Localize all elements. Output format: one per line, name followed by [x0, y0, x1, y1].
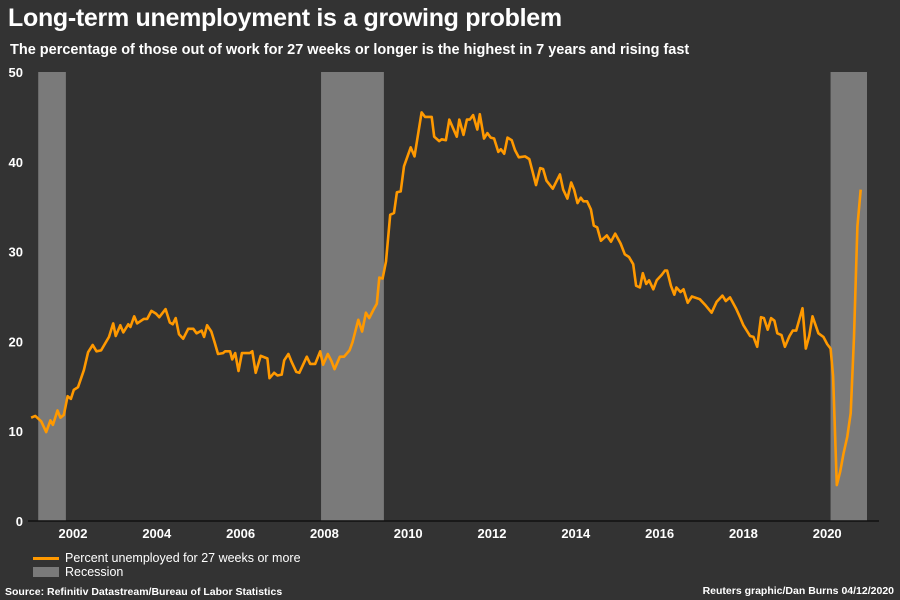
y-tick-label: 50 — [9, 65, 23, 80]
legend-label-series: Percent unemployed for 27 weeks or more — [65, 551, 301, 565]
x-tick-label: 2008 — [310, 526, 339, 541]
legend-item-recession: Recession — [33, 565, 123, 579]
recession-band — [321, 72, 384, 521]
x-tick-label: 2012 — [478, 526, 507, 541]
x-tick-label: 2018 — [729, 526, 758, 541]
x-tick-label: 2006 — [226, 526, 255, 541]
x-tick-label: 2002 — [59, 526, 88, 541]
x-tick-label: 2010 — [394, 526, 423, 541]
x-tick-label: 2016 — [645, 526, 674, 541]
y-tick-label: 0 — [16, 514, 23, 529]
chart-subtitle: The percentage of those out of work for … — [10, 42, 690, 58]
credit-note: Reuters graphic/Dan Burns 04/12/2020 — [702, 585, 894, 597]
y-tick-label: 20 — [9, 334, 23, 349]
legend-swatch-recession — [33, 567, 59, 577]
y-tick-label: 40 — [9, 155, 23, 170]
chart-title: Long-term unemployment is a growing prob… — [8, 4, 562, 32]
recession-band — [38, 72, 66, 521]
y-tick-label: 30 — [9, 245, 23, 260]
series-line-long-term-unemployed — [30, 111, 862, 487]
x-tick-label: 2020 — [813, 526, 842, 541]
x-tick-label: 2014 — [561, 526, 591, 541]
x-tick-label: 2004 — [142, 526, 172, 541]
legend-label-recession: Recession — [65, 565, 124, 579]
legend-swatch-line — [33, 556, 59, 560]
source-note: Source: Refinitiv Datastream/Bureau of L… — [5, 586, 283, 598]
y-tick-label: 10 — [9, 424, 23, 439]
legend-item-series: Percent unemployed for 27 weeks or more — [33, 551, 301, 565]
